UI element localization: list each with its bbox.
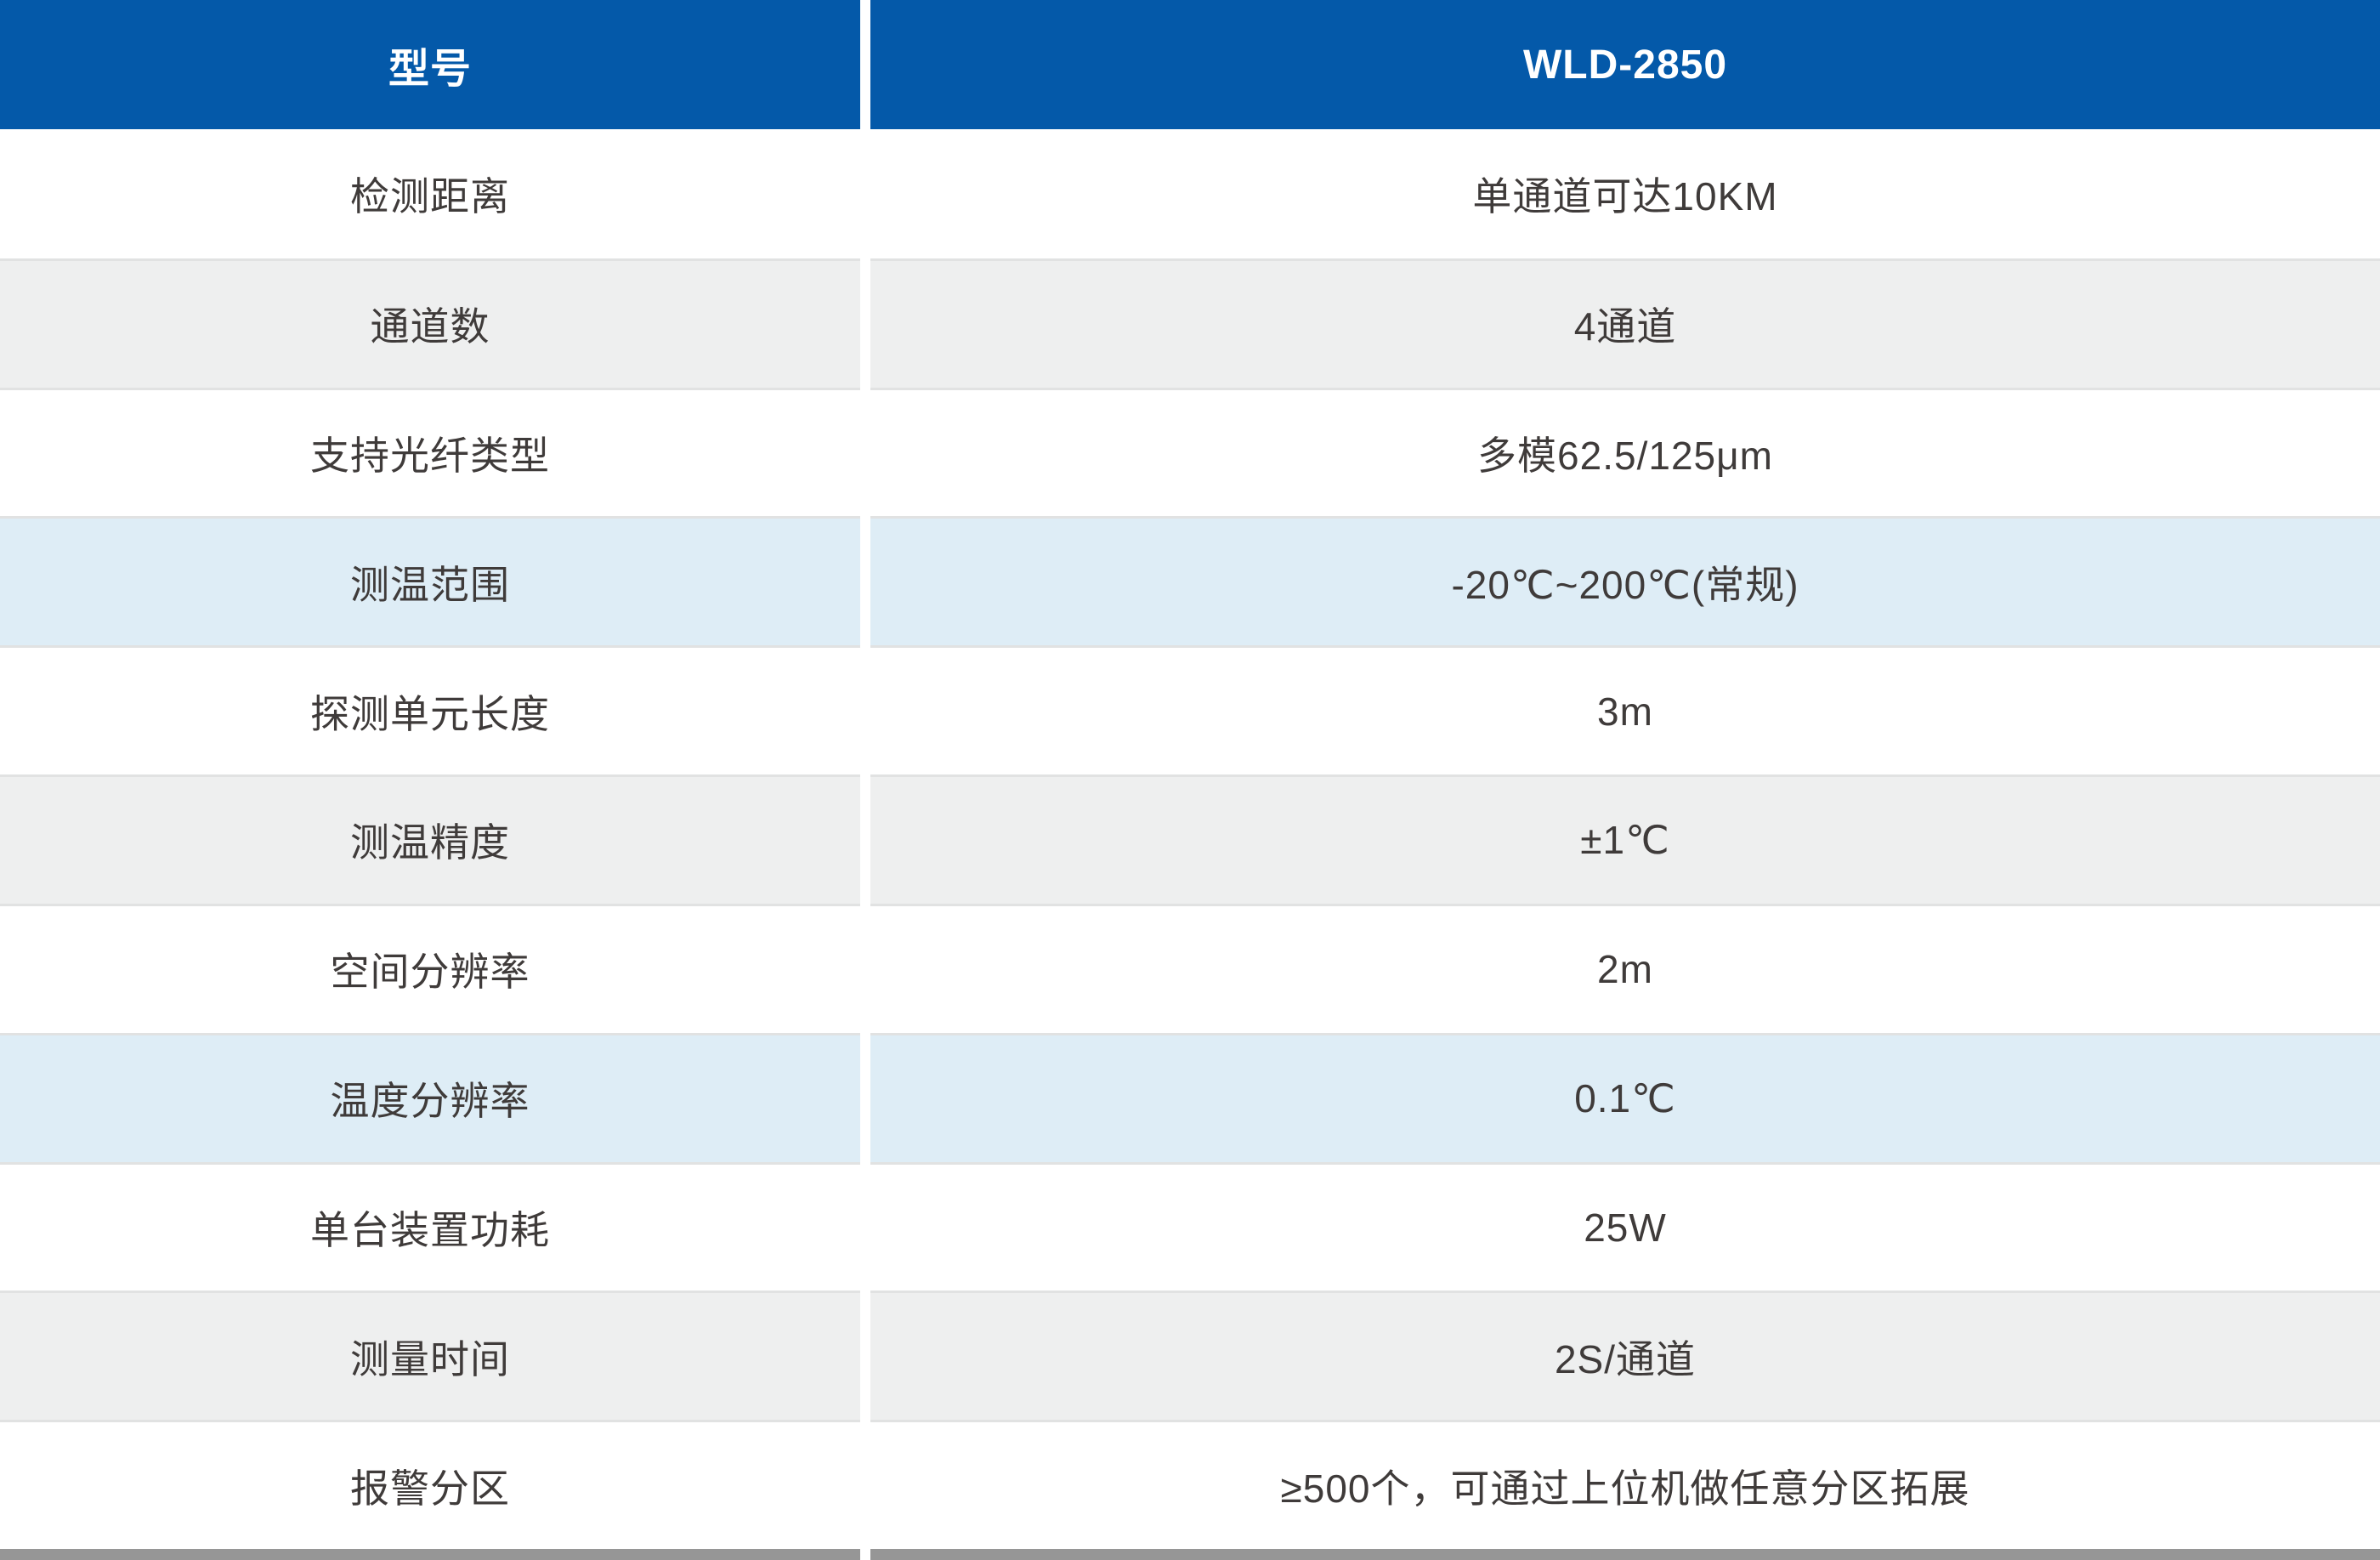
spec-name-cell: 测量时间 — [0, 1291, 860, 1421]
table-row: 探测单元长度 3m — [0, 645, 2380, 775]
table-row: 通道数 4通道 — [0, 258, 2380, 388]
table-row: 报警分区 ≥500个，可通过上位机做任意分区拓展 — [0, 1420, 2380, 1549]
column-divider — [860, 903, 870, 1033]
table-row: 空间分辨率 2m — [0, 903, 2380, 1033]
spec-value-cell: ±1℃ — [870, 774, 2380, 904]
spec-name-cell: 测温精度 — [0, 774, 860, 904]
spec-value-cell: 单通道可达10KM — [870, 129, 2380, 258]
spec-value-cell: 0.1℃ — [870, 1032, 2380, 1162]
column-divider — [860, 258, 870, 388]
spec-name-cell: 通道数 — [0, 258, 860, 388]
spec-name-cell: 报警分区 — [0, 1420, 860, 1549]
column-divider — [860, 1032, 870, 1162]
spec-value-cell: ≥500个，可通过上位机做任意分区拓展 — [870, 1420, 2380, 1549]
table-header-row: 型号 WLD-2850 — [0, 0, 2380, 129]
spec-name-cell: 空间分辨率 — [0, 903, 860, 1033]
column-divider — [860, 1549, 870, 1560]
table-row: 测温精度 ±1℃ — [0, 774, 2380, 904]
spec-value-cell: 2S/通道 — [870, 1291, 2380, 1421]
column-divider — [860, 516, 870, 646]
column-divider — [860, 387, 870, 517]
column-divider — [860, 129, 870, 258]
header-model-value: WLD-2850 — [870, 0, 2380, 129]
spec-value-cell: 25W — [870, 1161, 2380, 1291]
column-divider — [860, 774, 870, 904]
column-divider — [860, 0, 870, 129]
bottom-border-bar — [0, 1549, 2380, 1560]
bottom-bar-left-segment — [0, 1549, 860, 1560]
spec-name-cell: 探测单元长度 — [0, 645, 860, 775]
column-divider — [860, 1420, 870, 1549]
table-row: 测量时间 2S/通道 — [0, 1291, 2380, 1421]
column-divider — [860, 1291, 870, 1421]
column-divider — [860, 1161, 870, 1291]
spec-name-cell: 检测距离 — [0, 129, 860, 258]
table-row: 支持光纤类型 多模62.5/125μm — [0, 387, 2380, 517]
table-row: 测温范围 -20℃~200℃(常规) — [0, 516, 2380, 646]
table-row: 检测距离 单通道可达10KM — [0, 129, 2380, 258]
spec-name-cell: 单台装置功耗 — [0, 1161, 860, 1291]
spec-name-cell: 支持光纤类型 — [0, 387, 860, 517]
header-model-label: 型号 — [0, 0, 860, 129]
spec-value-cell: 3m — [870, 645, 2380, 775]
spec-value-cell: 2m — [870, 903, 2380, 1033]
bottom-bar-right-segment — [870, 1549, 2380, 1560]
table-body: 检测距离 单通道可达10KM 通道数 4通道 支持光纤类型 多模62.5/125… — [0, 129, 2380, 1549]
table-row: 温度分辨率 0.1℃ — [0, 1032, 2380, 1162]
table-row: 单台装置功耗 25W — [0, 1161, 2380, 1291]
spec-name-cell: 温度分辨率 — [0, 1032, 860, 1162]
spec-value-cell: 4通道 — [870, 258, 2380, 388]
column-divider — [860, 645, 870, 775]
spec-name-cell: 测温范围 — [0, 516, 860, 646]
spec-value-cell: -20℃~200℃(常规) — [870, 516, 2380, 646]
spec-value-cell: 多模62.5/125μm — [870, 387, 2380, 517]
